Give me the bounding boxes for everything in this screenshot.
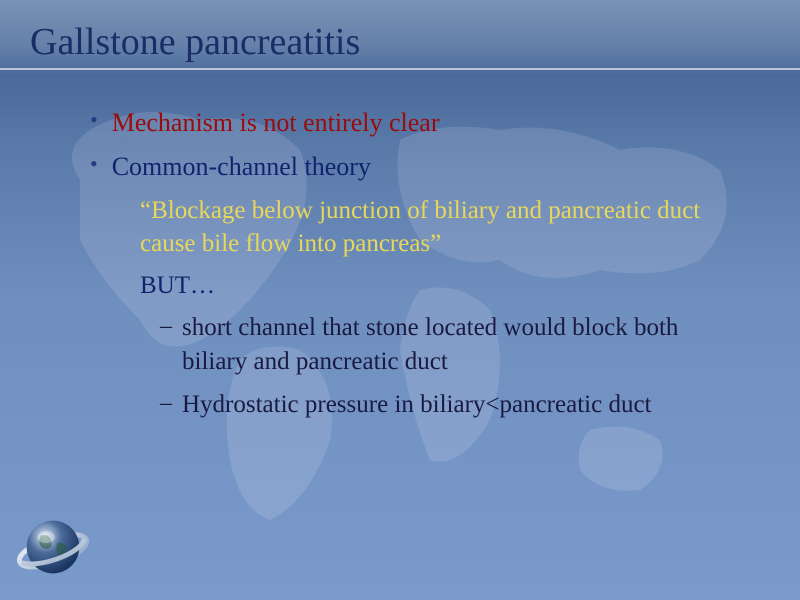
- title-underline: [0, 68, 800, 70]
- but-line: BUT…: [90, 269, 740, 303]
- dash-text: short channel that stone located would b…: [182, 311, 740, 379]
- bullet-text: Common-channel theory: [112, 150, 371, 184]
- slide: Gallstone pancreatitis • Mechanism is no…: [0, 0, 800, 600]
- content-area: • Mechanism is not entirely clear • Comm…: [0, 76, 800, 452]
- bullet-item: • Mechanism is not entirely clear: [90, 106, 740, 140]
- bullet-item: • Common-channel theory: [90, 150, 740, 184]
- dash-marker: –: [160, 388, 172, 418]
- quote-block: “Blockage below junction of biliary and …: [90, 194, 740, 262]
- bullet-text: Mechanism is not entirely clear: [112, 106, 440, 140]
- dash-item: – Hydrostatic pressure in biliary<pancre…: [90, 388, 740, 422]
- quote-text: “Blockage below junction of biliary and …: [140, 197, 700, 258]
- title-bar: Gallstone pancreatitis: [0, 0, 800, 76]
- bullet-marker: •: [90, 150, 98, 179]
- bullet-marker: •: [90, 106, 98, 135]
- dash-text: Hydrostatic pressure in biliary<pancreat…: [182, 388, 651, 422]
- dash-item: – short channel that stone located would…: [90, 311, 740, 379]
- slide-title: Gallstone pancreatitis: [30, 20, 770, 64]
- but-text: BUT…: [140, 272, 215, 299]
- globe-icon: [14, 508, 92, 586]
- dash-marker: –: [160, 311, 172, 341]
